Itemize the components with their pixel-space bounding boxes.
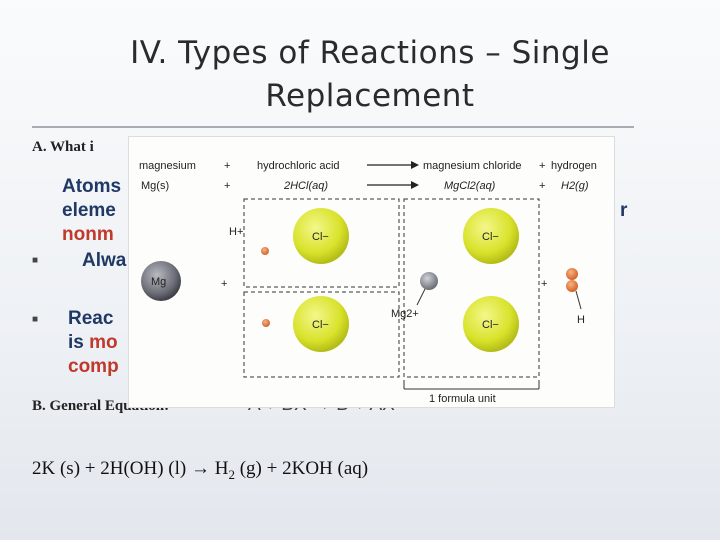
- plus-4: +: [539, 180, 545, 192]
- plus-3: +: [224, 180, 230, 192]
- cl-ion-1: [293, 208, 349, 264]
- reaction-arrow-1-head: [411, 161, 419, 169]
- mg2-ion: [420, 272, 438, 290]
- name-hydrochloric-acid: hydrochloric acid: [257, 160, 340, 172]
- name-magnesium: magnesium: [139, 160, 196, 172]
- name-hydrogen: hydrogen: [551, 160, 597, 172]
- para2-line1: Reac: [68, 308, 114, 329]
- right-fragment: r: [620, 200, 628, 221]
- cl-ion-3: [463, 208, 519, 264]
- mgcl2-box: [403, 198, 540, 378]
- reaction-diagram: magnesium + hydrochloric acid magnesium …: [139, 160, 597, 405]
- bullet-marker-1: ■: [32, 255, 39, 266]
- cl-ion-4: [463, 296, 519, 352]
- example-h: H: [214, 458, 229, 479]
- plus-5: +: [221, 278, 227, 290]
- hplus-ion-top: [261, 247, 269, 255]
- h-atom-top: [566, 268, 578, 280]
- para1-line1: Atoms: [62, 176, 122, 197]
- title-line-1: IV. Types of Reactions – Single: [130, 35, 610, 71]
- para2-line2-prefix: is: [68, 332, 90, 353]
- hplus-label: H+: [229, 226, 243, 238]
- h-pointer: [575, 290, 582, 310]
- reaction-arrow-2-head: [411, 181, 419, 189]
- h-atom-bottom: [566, 280, 578, 292]
- example-equation: 2K (s) + 2H(OH) (l) → H2 (g) + 2KOH (aq): [32, 458, 368, 483]
- para1-line3: nonm: [62, 224, 114, 245]
- formula-hcl: 2HCl(aq): [283, 180, 328, 192]
- title-divider: [32, 126, 634, 128]
- example-arrow: →: [191, 458, 210, 479]
- name-magnesium-chloride: magnesium chloride: [423, 160, 521, 172]
- para2-line3: comp: [68, 356, 119, 377]
- hplus-ion-bottom: [262, 319, 270, 327]
- title-line-2: Replacement: [265, 78, 475, 114]
- hcl-box-top: [243, 198, 400, 288]
- example-left: 2K (s) + 2H(OH) (l): [32, 458, 187, 479]
- mg-atom: [141, 261, 181, 301]
- section-a-heading: A. What i: [32, 139, 94, 155]
- bullet-marker-2: ■: [32, 314, 39, 325]
- para1-line4: Alwa: [82, 250, 127, 271]
- cl-label-4: Cl−: [482, 319, 499, 331]
- formula-h2: H2(g): [561, 180, 589, 192]
- reaction-illustration: magnesium + hydrochloric acid magnesium …: [128, 136, 615, 408]
- mg2-label: Mg2+: [391, 308, 419, 320]
- mg-label: Mg: [151, 276, 166, 288]
- example-h-sub: 2: [228, 466, 235, 482]
- cl-label-1: Cl−: [312, 231, 329, 243]
- formula-mg: Mg(s): [141, 180, 169, 192]
- formula-mgcl2: MgCl2(aq): [444, 180, 496, 192]
- h-label: H: [577, 314, 585, 326]
- cl-label-2: Cl−: [312, 319, 329, 331]
- slide-title: IV. Types of Reactions – Single Replacem…: [40, 32, 700, 118]
- plus-1: +: [224, 160, 230, 172]
- cl-ion-2: [293, 296, 349, 352]
- para1-line2: eleme: [62, 200, 116, 221]
- formula-unit-label: 1 formula unit: [429, 393, 496, 405]
- example-right: (g) + 2KOH (aq): [239, 458, 369, 479]
- plus-2: +: [539, 160, 545, 172]
- para2-line2-red: mo: [89, 332, 118, 353]
- para2-line2: is mo: [68, 332, 118, 354]
- hcl-box-bottom: [243, 291, 400, 378]
- mg2-pointer: [416, 288, 426, 306]
- plus-6: +: [541, 278, 547, 290]
- cl-label-3: Cl−: [482, 231, 499, 243]
